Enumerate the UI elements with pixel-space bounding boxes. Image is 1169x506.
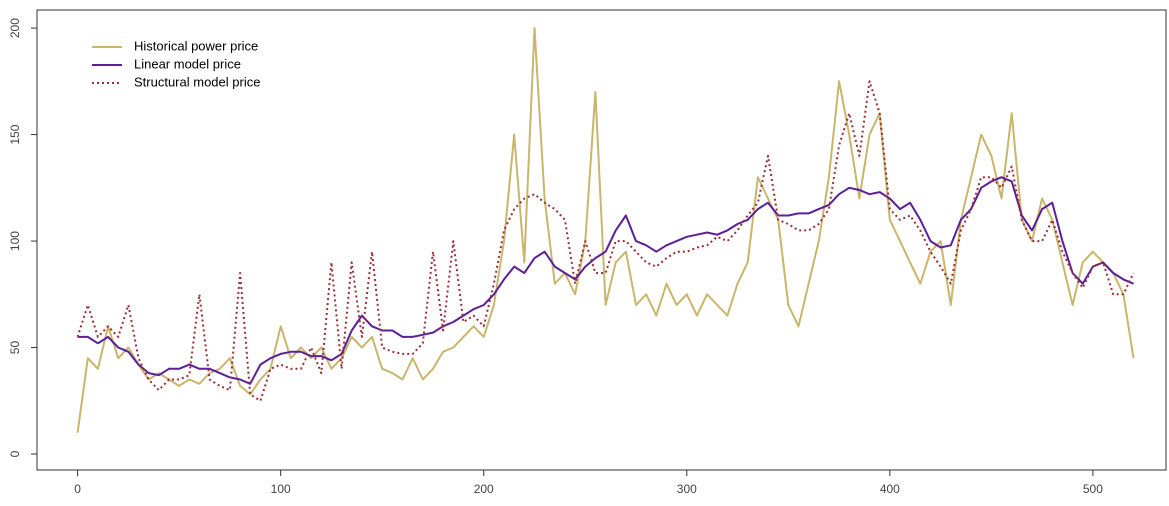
legend-label: Historical power price xyxy=(134,38,258,53)
x-tick-label: 0 xyxy=(74,482,81,496)
x-tick-label: 200 xyxy=(474,482,494,496)
x-tick-label: 100 xyxy=(271,482,291,496)
x-tick-label: 500 xyxy=(1083,482,1103,496)
legend: Historical power price Linear model price… xyxy=(92,38,260,89)
series-line xyxy=(76,27,1135,433)
y-tick-label: 200 xyxy=(8,18,22,38)
legend-label: Structural model price xyxy=(134,74,260,89)
x-tick-label: 300 xyxy=(677,482,697,496)
plot-frame xyxy=(36,9,1167,471)
y-tick-label: 0 xyxy=(8,450,22,457)
legend-label: Linear model price xyxy=(134,56,241,71)
y-tick-label: 150 xyxy=(8,124,22,144)
x-tick-label: 400 xyxy=(880,482,900,496)
series-line xyxy=(77,176,1134,385)
series-line xyxy=(76,80,1135,402)
y-tick-label: 100 xyxy=(8,231,22,251)
y-tick-label: 50 xyxy=(8,341,22,355)
